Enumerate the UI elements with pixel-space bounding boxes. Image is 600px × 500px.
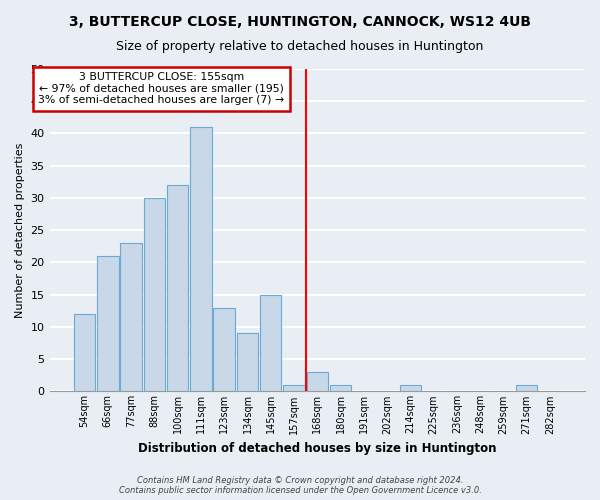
Y-axis label: Number of detached properties: Number of detached properties — [15, 142, 25, 318]
Bar — [143, 198, 165, 392]
Bar — [237, 334, 258, 392]
Text: Contains HM Land Registry data © Crown copyright and database right 2024.
Contai: Contains HM Land Registry data © Crown c… — [119, 476, 481, 495]
Text: 3, BUTTERCUP CLOSE, HUNTINGTON, CANNOCK, WS12 4UB: 3, BUTTERCUP CLOSE, HUNTINGTON, CANNOCK,… — [69, 15, 531, 29]
Bar — [260, 294, 281, 392]
Bar — [121, 243, 142, 392]
Bar — [190, 127, 212, 392]
Text: 3 BUTTERCUP CLOSE: 155sqm
← 97% of detached houses are smaller (195)
3% of semi-: 3 BUTTERCUP CLOSE: 155sqm ← 97% of detac… — [38, 72, 284, 106]
Text: Size of property relative to detached houses in Huntington: Size of property relative to detached ho… — [116, 40, 484, 53]
Bar — [283, 385, 305, 392]
X-axis label: Distribution of detached houses by size in Huntington: Distribution of detached houses by size … — [138, 442, 497, 455]
Bar — [400, 385, 421, 392]
Bar — [74, 314, 95, 392]
Bar — [97, 256, 119, 392]
Bar — [167, 185, 188, 392]
Bar — [330, 385, 351, 392]
Bar — [214, 308, 235, 392]
Bar — [516, 385, 538, 392]
Bar — [307, 372, 328, 392]
